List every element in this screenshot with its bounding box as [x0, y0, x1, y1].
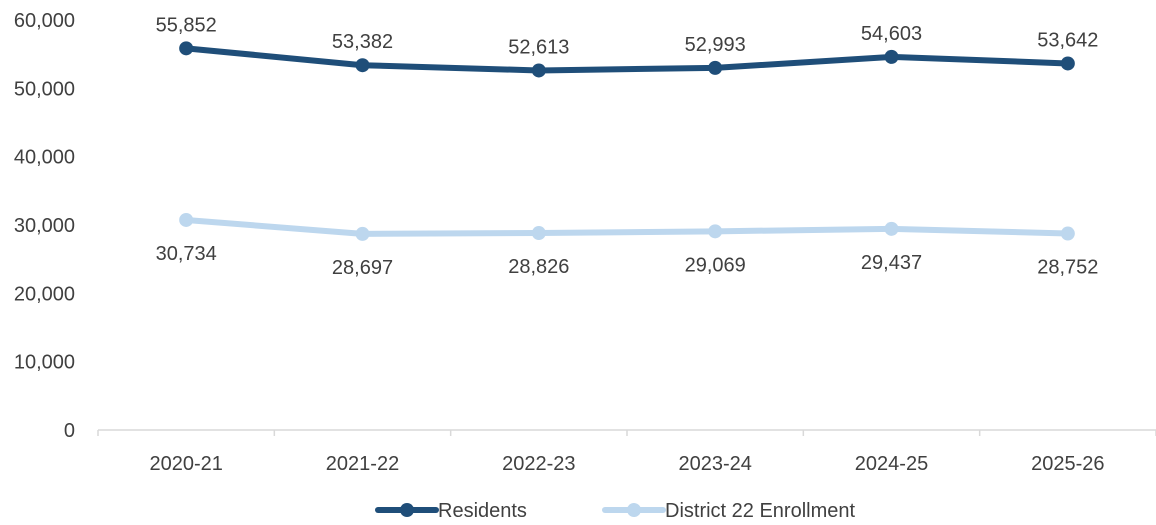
data-point [708, 224, 723, 239]
data-point [531, 226, 546, 241]
data-point [179, 41, 194, 56]
y-tick-label: 50,000 [14, 78, 75, 100]
data-point [355, 226, 370, 241]
x-axis: 2020-21 2021-22 2022-23 2023-24 2024-25 2025-… [97, 429, 1156, 475]
data-point [884, 49, 899, 64]
y-tick-label: 40,000 [14, 147, 75, 169]
y-tick-label: 0 [64, 420, 75, 442]
data-label: 29,437 [861, 252, 922, 274]
series-line-0 [183, 45, 1071, 74]
y-tick-label: 10,000 [14, 352, 75, 374]
x-tick-label: 2022-23 [502, 453, 575, 475]
data-label: 28,697 [332, 257, 393, 279]
y-tick-label: 60,000 [14, 10, 75, 32]
series-layer [179, 41, 1075, 241]
x-tick-label: 2020-21 [149, 453, 222, 475]
legend-item: Residents [375, 500, 527, 522]
data-label: 29,069 [685, 254, 746, 276]
x-tick-label: 2025-26 [1031, 453, 1104, 475]
data-label: 28,826 [508, 256, 569, 278]
legend-label: District 22 Enrollment [665, 500, 856, 522]
data-label: 55,852 [156, 14, 217, 36]
series-line-1 [183, 216, 1071, 237]
y-tick-label: 30,000 [14, 215, 75, 237]
data-label: 52,993 [685, 34, 746, 56]
legend: Residents District 22 Enrollment [375, 500, 856, 522]
y-tick-label: 20,000 [14, 283, 75, 305]
data-point [355, 58, 370, 73]
y-axis: 0 10,000 20,000 30,000 40,000 50,000 60,000 [14, 10, 75, 442]
legend-item: District 22 Enrollment [602, 500, 856, 522]
data-label: 53,382 [332, 31, 393, 53]
data-point [1060, 56, 1075, 71]
legend-swatch-marker [400, 503, 414, 517]
data-point [179, 212, 194, 227]
x-tick-label: 2024-25 [855, 453, 928, 475]
data-label: 53,642 [1037, 29, 1098, 51]
data-labels-layer: 55,852 53,382 52,613 52,993 54,603 53,642 30,7… [156, 14, 1099, 279]
data-label: 52,613 [508, 36, 569, 58]
data-label: 28,752 [1037, 257, 1098, 279]
legend-swatch-marker [627, 503, 641, 517]
data-label: 54,603 [861, 23, 922, 45]
data-label: 30,734 [156, 243, 217, 265]
x-tick-label: 2021-22 [326, 453, 399, 475]
x-tick-label: 2023-24 [678, 453, 751, 475]
legend-label: Residents [438, 500, 527, 522]
data-point [531, 63, 546, 78]
data-point [884, 221, 899, 236]
data-point [708, 60, 723, 75]
data-point [1060, 226, 1075, 241]
